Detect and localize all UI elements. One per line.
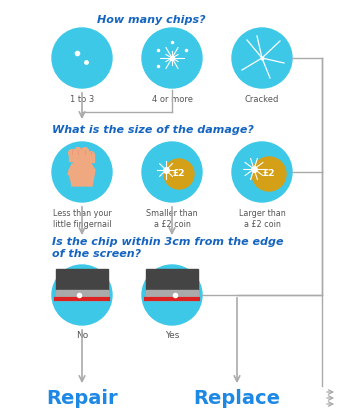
Text: Smaller than
a £2 coin: Smaller than a £2 coin xyxy=(146,209,198,229)
Circle shape xyxy=(232,142,292,202)
Text: Cracked: Cracked xyxy=(245,95,279,104)
Polygon shape xyxy=(68,164,78,180)
Text: £2: £2 xyxy=(173,170,185,178)
Circle shape xyxy=(75,147,81,155)
Circle shape xyxy=(142,28,202,88)
Bar xyxy=(75,151,81,159)
Bar xyxy=(81,151,88,159)
Text: Replace: Replace xyxy=(194,388,280,407)
Text: 4 or more: 4 or more xyxy=(151,95,193,104)
Circle shape xyxy=(52,142,112,202)
Circle shape xyxy=(52,28,112,88)
Circle shape xyxy=(88,152,95,158)
Circle shape xyxy=(69,150,76,156)
Circle shape xyxy=(142,142,202,202)
Text: £2: £2 xyxy=(263,170,275,178)
Polygon shape xyxy=(69,158,95,186)
Polygon shape xyxy=(146,269,198,290)
Circle shape xyxy=(142,265,202,325)
Text: Repair: Repair xyxy=(46,388,118,407)
Text: How many chips?: How many chips? xyxy=(97,15,206,25)
Polygon shape xyxy=(56,269,108,290)
Polygon shape xyxy=(56,290,108,300)
Text: What is the size of the damage?: What is the size of the damage? xyxy=(52,125,254,135)
Text: Larger than
a £2 coin: Larger than a £2 coin xyxy=(239,209,285,229)
Text: 1 to 3: 1 to 3 xyxy=(70,95,94,104)
Text: Is the chip within 3cm from the edge
of the screen?: Is the chip within 3cm from the edge of … xyxy=(52,237,284,259)
Polygon shape xyxy=(146,290,198,300)
Bar xyxy=(69,153,75,161)
Text: No: No xyxy=(76,331,88,340)
Bar xyxy=(88,155,94,162)
Circle shape xyxy=(82,147,88,155)
Circle shape xyxy=(252,157,286,191)
Circle shape xyxy=(232,28,292,88)
Text: Yes: Yes xyxy=(165,331,179,340)
Circle shape xyxy=(164,159,194,189)
Circle shape xyxy=(52,265,112,325)
Text: Less than your
little fingernail: Less than your little fingernail xyxy=(53,209,111,229)
